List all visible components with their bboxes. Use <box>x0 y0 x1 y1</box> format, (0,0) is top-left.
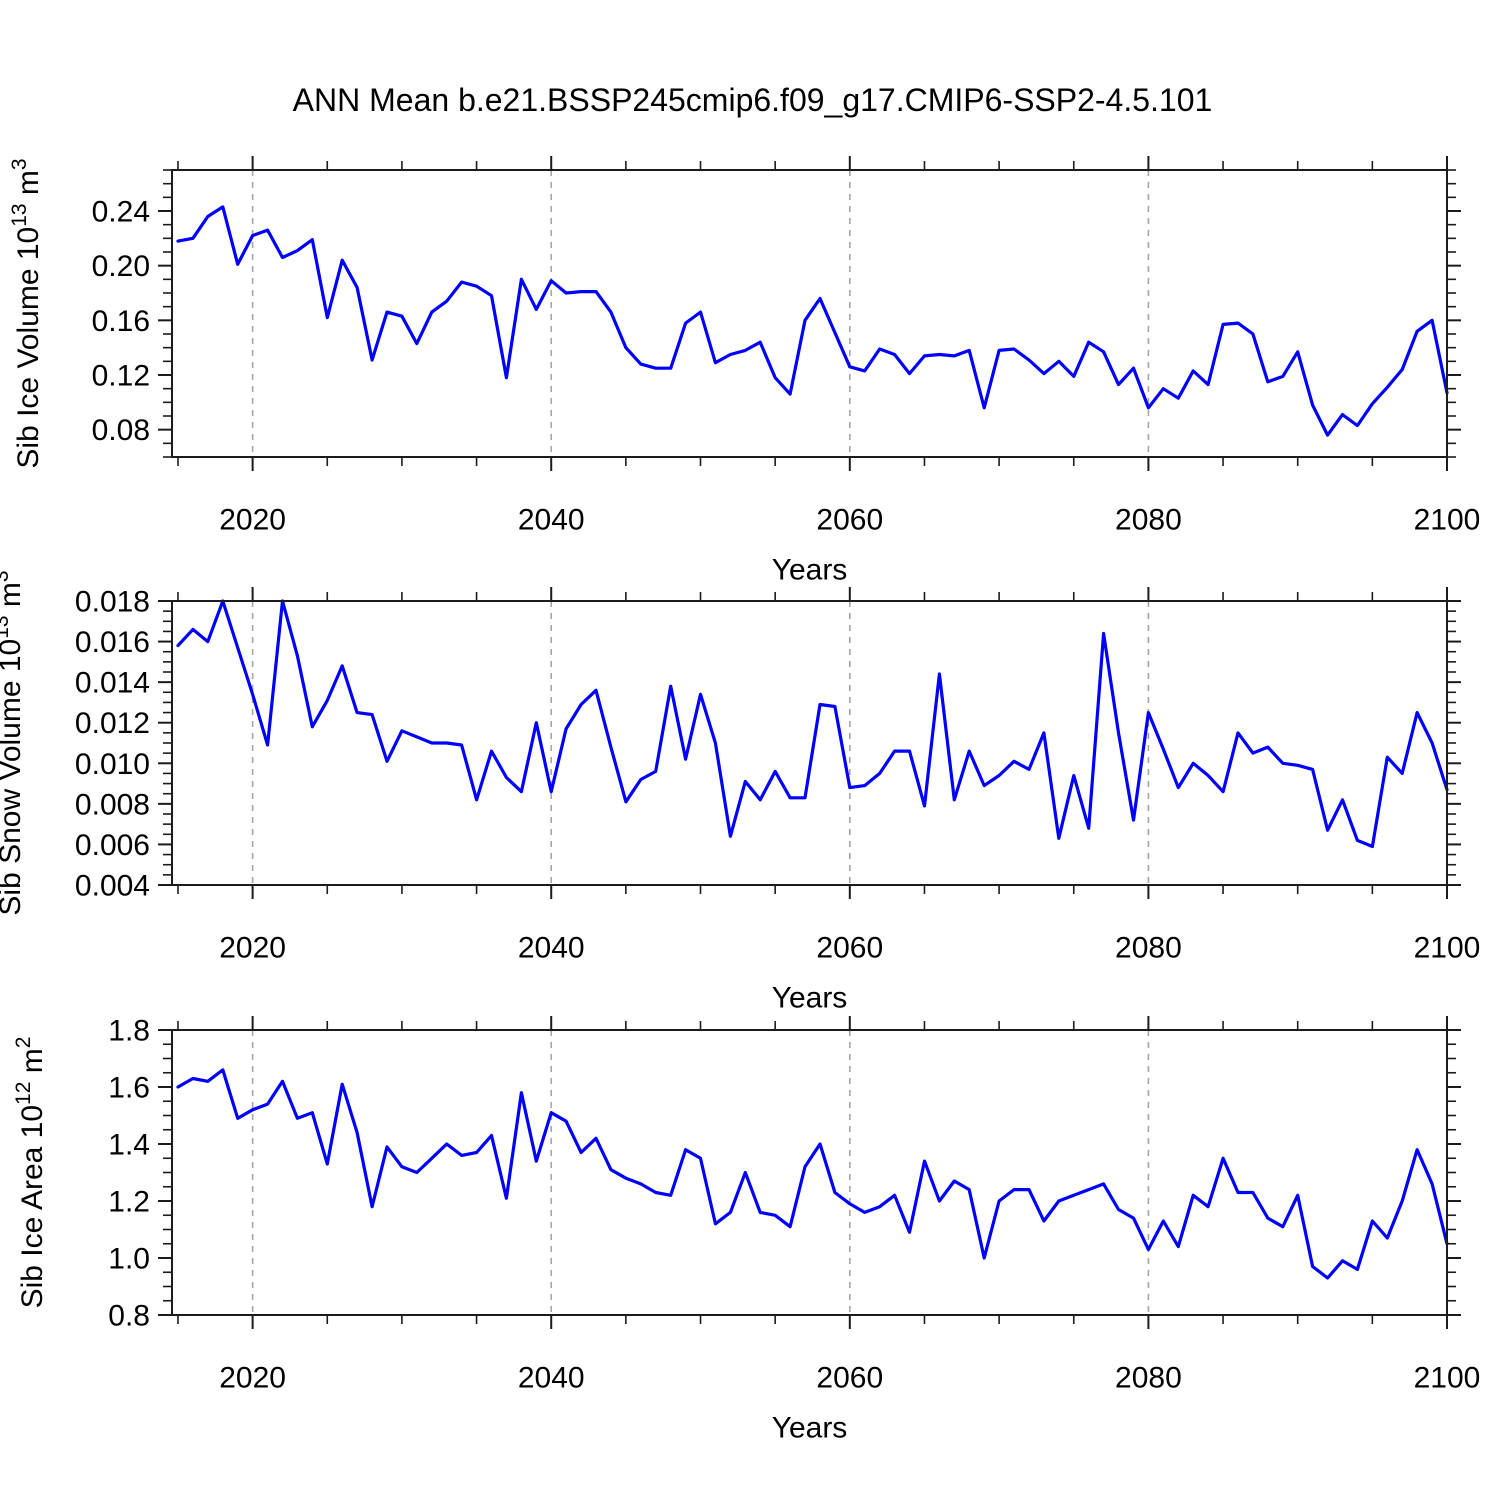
svg-text:0.8: 0.8 <box>108 1300 150 1333</box>
panel-1: 0.08 0.12 0.16 0.20 0.24 2020 2040 2060 2080 2100… <box>8 156 1480 587</box>
svg-text:1.8: 1.8 <box>108 1015 150 1048</box>
x-tick-labels: 2020 2040 2060 2080 2100 <box>219 1362 1480 1395</box>
svg-text:0.014: 0.014 <box>75 667 150 700</box>
svg-text:0.004: 0.004 <box>75 870 150 903</box>
svg-text:2080: 2080 <box>1115 504 1182 537</box>
svg-text:0.20: 0.20 <box>92 250 150 283</box>
svg-text:0.16: 0.16 <box>92 305 150 338</box>
x-axis-title: Years <box>772 554 848 587</box>
y-axis-title: Sib Snow Volume 1013 m3 <box>0 570 27 915</box>
svg-text:0.08: 0.08 <box>92 414 150 447</box>
svg-text:1.4: 1.4 <box>108 1129 150 1162</box>
svg-text:0.006: 0.006 <box>75 829 150 862</box>
svg-text:0.018: 0.018 <box>75 586 150 619</box>
y-tick-labels: 0.004 0.006 0.008 0.010 0.012 0.014 0.016 0.018 <box>75 586 150 903</box>
svg-text:2020: 2020 <box>219 504 286 537</box>
axis-ticks <box>158 587 1461 899</box>
chart-title: ANN Mean b.e21.BSSP245cmip6.f09_g17.CMIP… <box>292 82 1213 118</box>
panel-2: 0.004 0.006 0.008 0.010 0.012 0.014 0.016 0.018… <box>0 570 1480 1014</box>
svg-text:2080: 2080 <box>1115 1362 1182 1395</box>
y-tick-labels: 0.8 1.0 1.2 1.4 1.6 1.8 <box>108 1015 150 1333</box>
svg-text:0.012: 0.012 <box>75 707 150 740</box>
svg-text:2040: 2040 <box>518 1362 585 1395</box>
x-axis-title: Years <box>772 982 848 1015</box>
svg-text:2060: 2060 <box>816 504 883 537</box>
svg-text:2100: 2100 <box>1414 932 1481 965</box>
svg-text:2100: 2100 <box>1414 504 1481 537</box>
axis-ticks <box>158 156 1461 471</box>
y-tick-labels: 0.08 0.12 0.16 0.20 0.24 <box>92 196 150 448</box>
svg-text:2020: 2020 <box>219 1362 286 1395</box>
gridlines <box>251 1030 1150 1315</box>
svg-text:1.0: 1.0 <box>108 1243 150 1276</box>
y-axis-title: Sib Ice Area 1012 m2 <box>12 1037 49 1309</box>
data-series-line <box>176 599 1449 849</box>
x-axis-title: Years <box>772 1412 848 1445</box>
svg-text:2100: 2100 <box>1414 1362 1481 1395</box>
svg-text:2040: 2040 <box>518 932 585 965</box>
x-tick-labels: 2020 2040 2060 2080 2100 <box>219 504 1480 537</box>
plot-frame <box>171 169 1448 458</box>
svg-text:0.016: 0.016 <box>75 626 150 659</box>
svg-text:0.12: 0.12 <box>92 360 150 393</box>
panel-3: 0.8 1.0 1.2 1.4 1.6 1.8 2020 2040 2060 2080 2100 Ye… <box>12 1015 1480 1445</box>
svg-text:0.24: 0.24 <box>92 196 150 229</box>
svg-text:2040: 2040 <box>518 504 585 537</box>
svg-text:0.008: 0.008 <box>75 788 150 821</box>
plot-frame <box>171 1029 1448 1316</box>
svg-text:2060: 2060 <box>816 932 883 965</box>
svg-text:1.6: 1.6 <box>108 1072 150 1105</box>
plot-frame <box>171 600 1448 886</box>
x-tick-labels: 2020 2040 2060 2080 2100 <box>219 932 1480 965</box>
data-series-line <box>176 1068 1449 1280</box>
data-series-line <box>176 205 1449 437</box>
svg-text:1.2: 1.2 <box>108 1186 150 1219</box>
svg-text:2060: 2060 <box>816 1362 883 1395</box>
gridlines <box>251 601 1150 885</box>
axis-ticks <box>158 1016 1461 1329</box>
y-axis-title: Sib Ice Volume 1013 m3 <box>8 158 45 468</box>
svg-text:0.010: 0.010 <box>75 748 150 781</box>
svg-text:2080: 2080 <box>1115 932 1182 965</box>
svg-text:2020: 2020 <box>219 932 286 965</box>
